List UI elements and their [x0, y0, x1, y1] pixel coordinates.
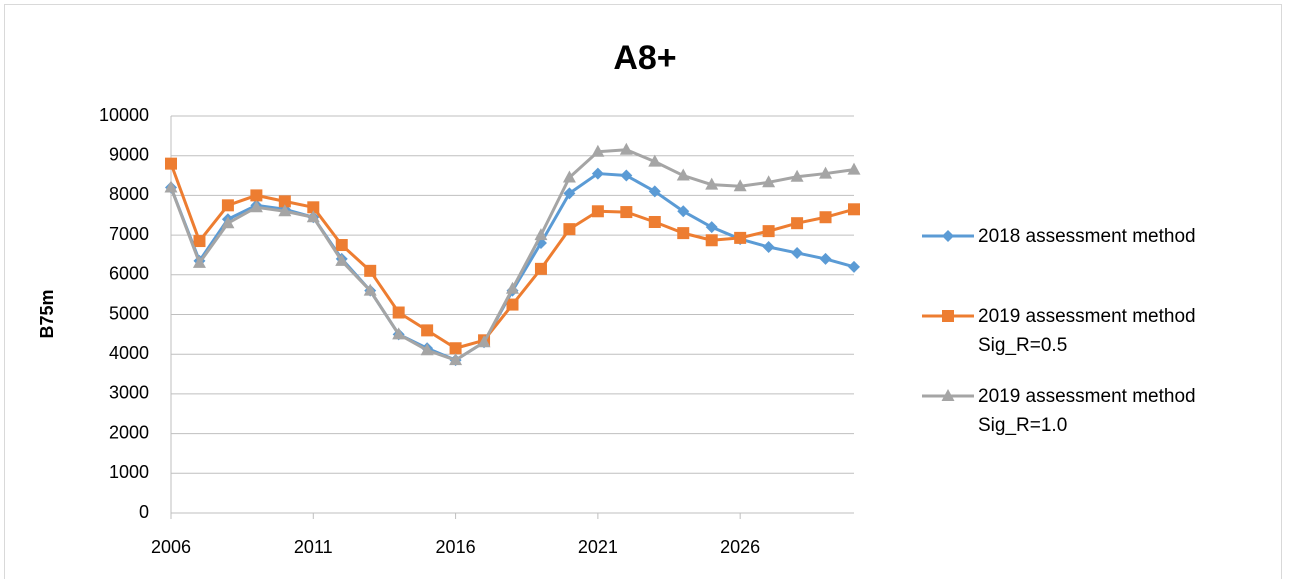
data-point	[563, 223, 576, 236]
data-point	[848, 203, 860, 216]
data-point	[847, 162, 861, 175]
data-point	[648, 154, 662, 167]
data-point	[193, 235, 206, 248]
data-point	[705, 221, 718, 234]
x-tick-label: 2011	[294, 537, 333, 557]
data-point	[392, 306, 405, 319]
data-point	[705, 234, 718, 247]
data-point	[165, 157, 177, 170]
data-point	[221, 199, 234, 212]
data-point	[449, 353, 463, 366]
y-axis-label: B75m	[37, 289, 57, 338]
legend-marker	[942, 310, 954, 322]
data-point	[278, 195, 291, 208]
legend-marker	[941, 389, 955, 401]
y-tick-label: 6000	[109, 264, 149, 284]
data-point	[192, 255, 206, 268]
data-point	[506, 298, 519, 311]
data-point	[278, 204, 292, 217]
data-point	[762, 175, 776, 188]
data-point	[421, 324, 434, 337]
y-tick-label: 7000	[109, 224, 149, 244]
data-point	[648, 185, 661, 198]
y-tick-label: 8000	[109, 184, 149, 204]
data-point	[762, 225, 775, 238]
data-point	[819, 252, 832, 265]
data-point	[620, 206, 633, 219]
data-point	[534, 262, 547, 275]
data-point	[791, 217, 804, 230]
y-tick-label: 9000	[109, 144, 149, 164]
data-point	[335, 239, 348, 252]
data-point	[676, 168, 690, 181]
x-tick-label: 2016	[436, 537, 476, 557]
legend-label: 2018 assessment method	[978, 225, 1196, 247]
y-tick-label: 1000	[109, 462, 149, 482]
y-tick-label: 5000	[109, 303, 149, 323]
data-point	[705, 177, 719, 190]
chart-title: A8+	[613, 39, 676, 77]
data-point	[677, 227, 690, 240]
data-point	[534, 228, 548, 241]
data-point	[620, 169, 633, 182]
y-tick-label: 0	[139, 502, 149, 522]
data-point	[790, 169, 804, 182]
data-point	[619, 142, 633, 155]
data-point	[591, 144, 605, 157]
data-point	[363, 283, 377, 296]
data-point	[420, 343, 434, 356]
y-tick-label: 3000	[109, 383, 149, 403]
data-point	[221, 216, 235, 229]
chart-border	[4, 4, 1282, 579]
data-point	[392, 327, 406, 340]
x-tick-label: 2006	[151, 537, 191, 557]
data-point	[591, 167, 604, 180]
data-point	[249, 200, 263, 213]
y-tick-label: 4000	[109, 343, 149, 363]
legend-label: 2019 assessment method Sig_R=1.0	[978, 385, 1196, 436]
data-point	[250, 189, 263, 202]
x-tick-label: 2026	[720, 537, 760, 557]
data-point	[164, 180, 178, 193]
data-point	[591, 205, 604, 218]
data-point	[734, 231, 747, 244]
legend-marker	[942, 230, 954, 242]
data-point	[762, 241, 775, 254]
data-point	[364, 264, 377, 277]
data-point	[848, 260, 860, 273]
data-point	[562, 170, 576, 183]
data-point	[335, 253, 349, 266]
data-point	[306, 210, 320, 223]
x-tick-label: 2021	[578, 537, 618, 557]
legend-label: 2019 assessment method Sig_R=0.5	[978, 305, 1196, 356]
y-tick-label: 10000	[99, 105, 149, 125]
data-point	[648, 215, 661, 228]
data-point	[506, 281, 519, 294]
data-point	[819, 166, 833, 179]
data-point	[733, 179, 747, 192]
data-point	[677, 205, 690, 218]
data-point	[819, 211, 832, 224]
y-tick-label: 2000	[109, 422, 149, 442]
data-point	[791, 246, 804, 259]
data-point	[307, 201, 320, 214]
data-point	[477, 335, 491, 348]
data-point	[449, 342, 462, 355]
data-point	[563, 187, 576, 200]
